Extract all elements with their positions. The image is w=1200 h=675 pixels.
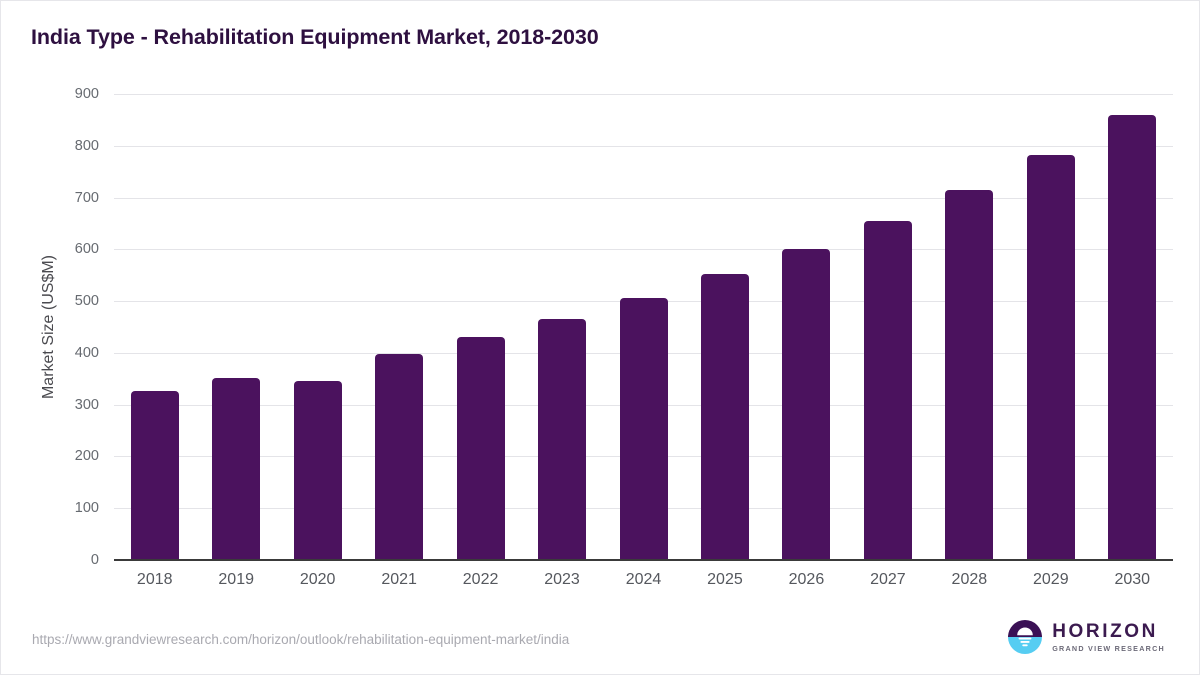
bar[interactable] — [375, 353, 424, 560]
x-axis-tick-label: 2028 — [951, 571, 988, 588]
horizon-logo-icon — [1008, 620, 1043, 654]
y-axis-tick-label: 800 — [74, 137, 99, 154]
x-axis-tick-label: 2027 — [870, 571, 906, 588]
logo-tagline: GRAND VIEW RESEARCH — [1052, 643, 1165, 653]
y-axis-tick-label: 400 — [74, 344, 99, 361]
x-axis-tick-label: 2029 — [1033, 571, 1069, 588]
plot-area — [114, 94, 1173, 560]
x-axis-tick-label: 2030 — [1114, 571, 1151, 588]
horizon-logo[interactable]: HORIZON GRAND VIEW RESEARCH — [1007, 619, 1165, 655]
gridline — [114, 197, 1173, 199]
x-axis-tick-label: 2024 — [625, 571, 662, 588]
y-axis-tick-label: 500 — [74, 293, 99, 310]
y-axis-tick-label: 700 — [74, 189, 99, 206]
x-axis-tick-label: 2022 — [462, 571, 499, 588]
y-axis-tick-label: 600 — [74, 241, 99, 258]
logo-text: HORIZON GRAND VIEW RESEARCH — [1052, 622, 1165, 652]
bar[interactable] — [538, 318, 587, 560]
gridline — [114, 94, 1173, 95]
bar[interactable] — [945, 189, 994, 560]
gridline — [114, 249, 1173, 251]
x-axis-tick-label: 2018 — [136, 571, 173, 588]
page-title: India Type - Rehabilitation Equipment Ma… — [31, 25, 599, 49]
y-axis-tick-label: 300 — [74, 396, 99, 413]
x-axis-tick-label: 2025 — [707, 571, 743, 588]
y-axis-title-container: Market Size (US$M) — [40, 94, 57, 560]
bar[interactable] — [1108, 114, 1157, 560]
x-axis-tick-label: 2019 — [218, 571, 254, 588]
bar[interactable] — [212, 377, 261, 560]
x-axis-tick-label: 2020 — [299, 571, 336, 588]
bar[interactable] — [456, 337, 505, 560]
source-url[interactable]: https://www.grandviewresearch.com/horizo… — [32, 632, 570, 647]
x-axis-tick-label: 2026 — [788, 571, 825, 588]
x-axis-line — [114, 559, 1173, 561]
bar[interactable] — [293, 381, 342, 560]
bar[interactable] — [619, 298, 668, 560]
y-axis-tick-label: 100 — [74, 500, 99, 517]
bar[interactable] — [782, 249, 831, 560]
x-axis-tick-label: 2023 — [544, 571, 580, 588]
bar[interactable] — [700, 274, 749, 560]
y-axis-tick-label: 0 — [90, 552, 99, 568]
x-axis-tick-label: 2021 — [381, 571, 417, 588]
bar[interactable] — [863, 220, 912, 560]
y-axis-tick-label: 900 — [74, 86, 99, 102]
bar[interactable] — [130, 391, 179, 560]
gridline — [114, 145, 1173, 147]
y-axis-tick-label: 200 — [74, 448, 99, 465]
bar[interactable] — [1026, 155, 1075, 560]
logo-name: HORIZON — [1052, 620, 1158, 642]
